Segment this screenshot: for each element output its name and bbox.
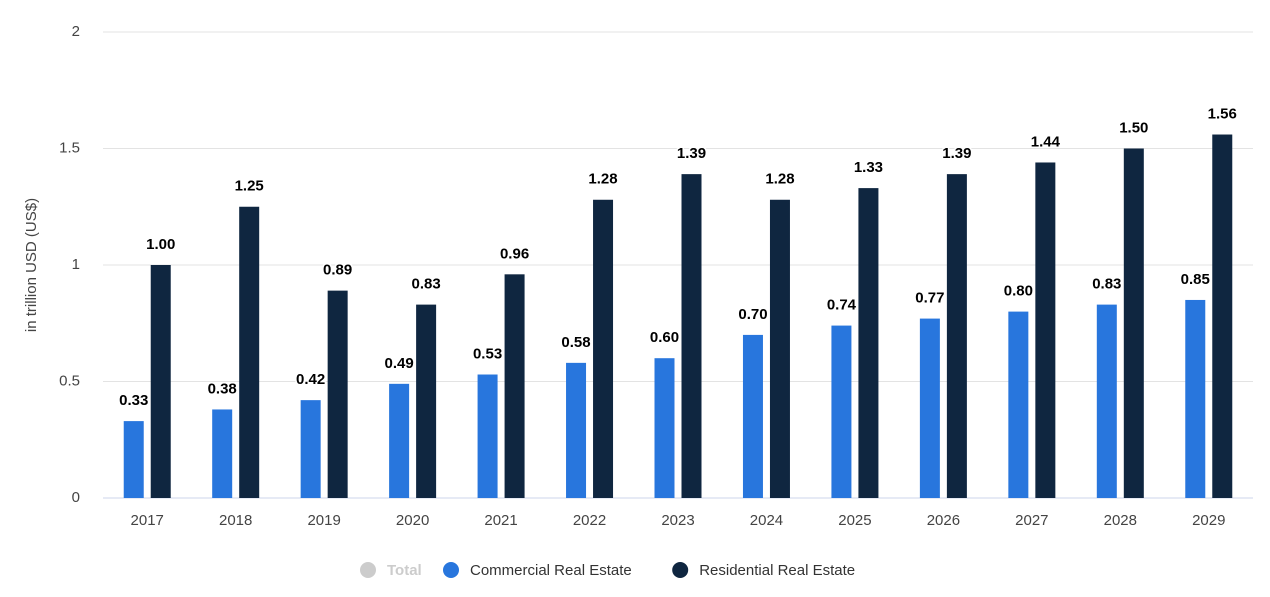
x-tick-label: 2025 <box>838 512 871 529</box>
data-label: 0.83 <box>412 276 441 293</box>
data-label: 1.50 <box>1119 119 1148 136</box>
data-label: 0.70 <box>738 306 767 323</box>
x-tick-label: 2028 <box>1104 512 1137 529</box>
x-tick-label: 2022 <box>573 512 606 529</box>
data-label: 1.56 <box>1208 105 1237 122</box>
data-label: 0.58 <box>561 334 590 351</box>
bar <box>239 206 260 498</box>
x-tick-label: 2021 <box>484 512 517 529</box>
bar <box>1096 304 1117 498</box>
data-label: 0.49 <box>385 355 414 372</box>
y-tick-label: 0 <box>72 489 80 506</box>
bar <box>416 304 437 498</box>
data-label: 0.42 <box>296 371 325 388</box>
x-tick-label: 2019 <box>307 512 340 529</box>
data-label: 0.77 <box>915 290 944 307</box>
data-label: 0.80 <box>1004 283 1033 300</box>
legend-label[interactable]: Commercial Real Estate <box>470 562 632 579</box>
bar <box>1123 148 1144 498</box>
data-label: 1.25 <box>235 178 264 195</box>
bar <box>1185 299 1206 498</box>
x-tick-label: 2026 <box>927 512 960 529</box>
bar <box>769 199 790 498</box>
legend-label[interactable]: Residential Real Estate <box>699 562 855 579</box>
data-label: 0.38 <box>208 380 237 397</box>
bar <box>919 318 940 498</box>
data-label: 0.85 <box>1181 271 1210 288</box>
bar <box>477 374 498 498</box>
x-tick-label: 2017 <box>131 512 164 529</box>
bar <box>300 400 321 498</box>
data-label: 1.28 <box>765 171 794 188</box>
bar <box>681 174 702 498</box>
legend-label[interactable]: Total <box>387 562 422 579</box>
bar <box>150 265 171 498</box>
legend-marker[interactable] <box>443 562 459 578</box>
bar <box>831 325 852 498</box>
data-label: 0.89 <box>323 262 352 279</box>
y-tick-label: 1.5 <box>59 139 80 156</box>
y-tick-label: 1 <box>72 256 80 273</box>
y-tick-label: 0.5 <box>59 372 80 389</box>
bar <box>946 174 967 498</box>
x-tick-label: 2029 <box>1192 512 1225 529</box>
bar <box>212 409 233 498</box>
legend-marker[interactable] <box>360 562 376 578</box>
x-tick-label: 2024 <box>750 512 783 529</box>
x-tick-label: 2018 <box>219 512 252 529</box>
bar <box>654 358 675 498</box>
data-label: 0.96 <box>500 245 529 262</box>
x-tick-label: 2020 <box>396 512 429 529</box>
data-label: 1.39 <box>677 145 706 162</box>
bar <box>1212 134 1233 498</box>
bar <box>327 290 348 498</box>
data-label: 1.28 <box>588 171 617 188</box>
data-label: 0.60 <box>650 329 679 346</box>
legend-marker[interactable] <box>672 562 689 578</box>
data-label: 0.33 <box>119 392 148 409</box>
bar <box>742 334 763 498</box>
bar <box>593 199 614 498</box>
data-label: 1.33 <box>854 159 883 176</box>
data-label: 0.53 <box>473 345 502 362</box>
data-label: 1.44 <box>1031 133 1061 150</box>
x-tick-label: 2023 <box>661 512 694 529</box>
y-axis-label: in trillion USD (US$) <box>23 198 40 332</box>
bar <box>858 188 879 499</box>
data-label: 0.74 <box>827 297 857 314</box>
bar <box>1035 162 1056 499</box>
x-tick-label: 2027 <box>1015 512 1048 529</box>
bar <box>123 421 144 498</box>
data-label: 1.39 <box>942 145 971 162</box>
bar <box>1008 311 1029 498</box>
data-label: 0.83 <box>1092 276 1121 293</box>
bar <box>504 274 525 498</box>
y-tick-label: 2 <box>72 23 80 40</box>
bar <box>389 383 410 498</box>
data-label: 1.00 <box>146 236 175 253</box>
bar <box>566 362 587 498</box>
